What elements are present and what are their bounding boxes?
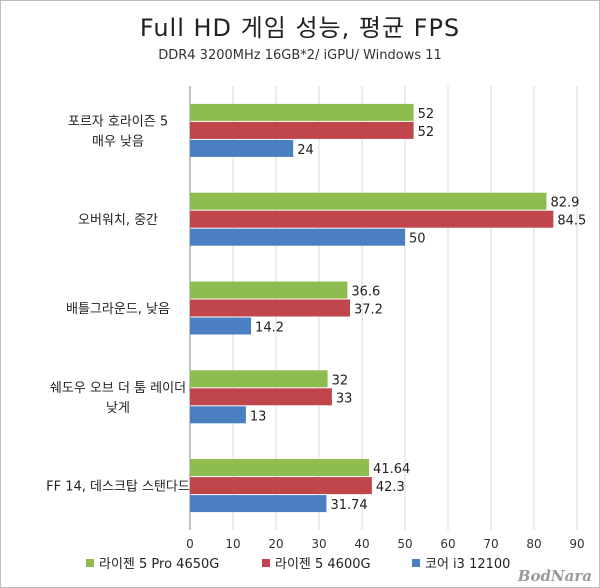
bar [190,477,372,495]
bar [190,459,370,477]
x-tick-label: 50 [397,537,412,551]
data-label: 52 [418,125,435,140]
x-tick-label: 70 [483,537,498,551]
watermark-logo: BodNara [517,567,592,585]
category-label: FF 14, 데스크탑 스탠다드 [46,480,190,495]
data-label: 82.9 [550,196,579,211]
data-label: 24 [297,143,314,158]
category-label: 배틀그라운드, 낮음 [66,302,170,317]
data-label: 33 [336,391,353,406]
x-tick-label: 20 [268,537,283,551]
x-tick-label: 40 [354,537,369,551]
data-label: 14.2 [255,321,284,336]
x-tick-label: 90 [569,537,584,551]
data-label: 32 [332,373,349,388]
category-label: 낮게 [106,401,130,416]
legend-label: 라이젠 5 4600G [275,557,371,572]
legend-label: 코어 i3 12100 [425,557,510,572]
bar [190,192,547,210]
legend-label: 라이젠 5 Pro 4650G [99,557,219,572]
legend-swatch [86,559,94,567]
data-label: 52 [418,107,435,122]
bar [190,299,350,317]
bar [190,317,252,335]
legend-swatch [262,559,270,567]
data-label: 36.6 [351,285,380,300]
data-label: 42.3 [376,480,405,495]
data-label: 50 [409,232,426,247]
bar [190,281,348,299]
data-label: 31.74 [330,498,367,513]
bar [190,228,405,246]
bar [190,370,328,388]
data-label: 13 [250,409,267,424]
x-tick-label: 10 [225,537,240,551]
legend-swatch [412,559,420,567]
data-label: 41.64 [373,462,410,477]
bar [190,406,246,424]
x-tick-label: 60 [440,537,455,551]
bar [190,495,327,513]
category-label: 쉐도우 오브 더 툼 레이더 [50,381,186,396]
x-tick-label: 0 [186,537,194,551]
data-label: 37.2 [354,303,383,318]
bar [190,103,414,121]
chart-title: Full HD 게임 성능, 평균 FPS [139,14,461,42]
x-tick-label: 80 [526,537,541,551]
bar [190,139,294,157]
bar [190,388,332,406]
category-label: 오버워치, 중간 [78,213,158,228]
bar [190,121,414,139]
category-label: 매우 낮음 [92,134,144,149]
x-tick-label: 30 [311,537,326,551]
data-label: 84.5 [557,214,586,229]
category-label: 포르자 호라이즌 5 [68,114,168,129]
chart-subtitle: DDR4 3200MHz 16GB*2/ iGPU/ Windows 11 [158,48,442,63]
bar [190,210,554,228]
